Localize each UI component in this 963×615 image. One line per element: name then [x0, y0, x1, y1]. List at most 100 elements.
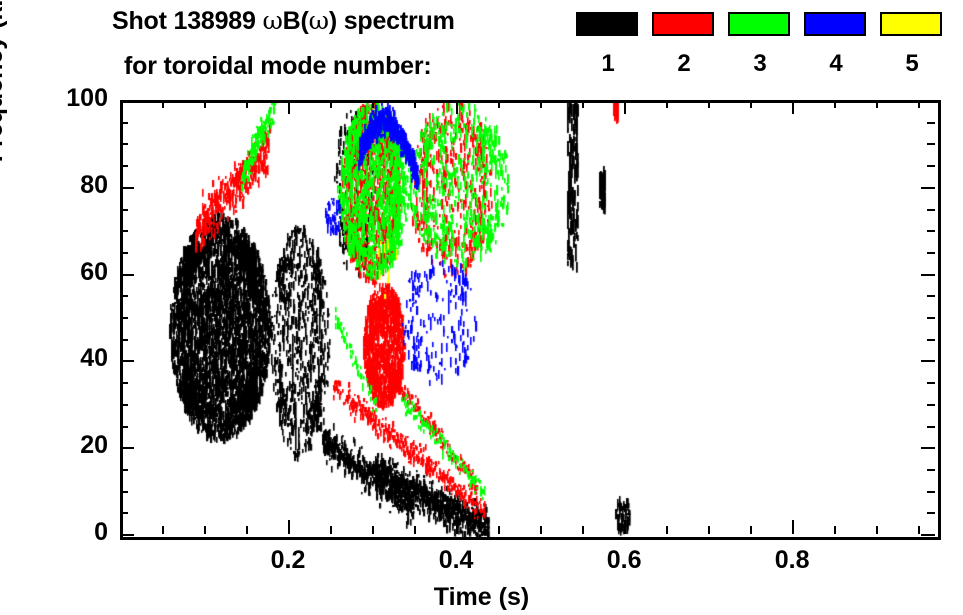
y-major-tick-0	[120, 534, 134, 536]
x-minor-tick-0.10	[204, 526, 207, 534]
x-top-tick-0.90	[876, 100, 879, 108]
y-right-tick-15	[927, 468, 935, 471]
y-right-tick-35	[927, 382, 935, 385]
legend-item-5: 5	[880, 12, 944, 76]
legend-label-5: 5	[905, 50, 919, 77]
title-suffix: ) spectrum	[328, 7, 455, 35]
y-right-tick-40	[921, 360, 935, 363]
x-top-tick-0.60	[624, 100, 627, 114]
x-top-tick-0.75	[750, 100, 753, 108]
y-minor-tick-25	[120, 425, 128, 428]
y-axis-label: Frequency (kHz)	[0, 0, 8, 163]
x-top-tick-0.40	[456, 100, 459, 114]
x-top-tick-0.65	[666, 100, 669, 108]
plot-frame	[120, 100, 941, 540]
y-right-tick-55	[927, 295, 935, 298]
x-minor-tick-0.70	[708, 526, 711, 534]
y-major-tick-40	[120, 360, 134, 363]
x-major-tick-0.40	[456, 520, 459, 534]
y-minor-tick-50	[120, 317, 128, 319]
y-tick-label-60: 60	[80, 257, 108, 286]
y-minor-tick-45	[120, 338, 128, 341]
legend-label-3: 3	[753, 50, 767, 77]
x-minor-tick-0.85	[834, 526, 837, 534]
x-top-tick-0.95	[918, 100, 921, 108]
y-right-tick-75	[927, 208, 935, 211]
y-minor-tick-35	[120, 382, 128, 385]
x-minor-tick-0.00	[120, 526, 122, 534]
figure-header: Shot 138989 ωB(ω) spectrum for toroidal …	[0, 0, 963, 96]
legend-swatch-red	[652, 12, 714, 36]
legend-swatch-blue	[804, 12, 866, 36]
x-major-tick-0.20	[288, 520, 291, 534]
y-major-tick-60	[120, 273, 134, 276]
y-right-tick-85	[927, 165, 935, 168]
y-minor-tick-70	[120, 230, 128, 233]
spectrogram-canvas	[123, 103, 938, 537]
y-tick-label-0: 0	[94, 518, 108, 546]
y-tick-label-100: 100	[66, 84, 108, 112]
y-minor-tick-65	[120, 251, 128, 254]
x-top-tick-0.20	[288, 100, 291, 114]
x-top-tick-0.45	[498, 100, 501, 108]
title-mid: B(	[282, 7, 309, 35]
legend-label-1: 1	[601, 50, 615, 77]
legend-item-2: 2	[652, 12, 716, 76]
y-right-tick-65	[927, 251, 935, 254]
x-top-tick-0.70	[708, 100, 711, 108]
y-right-tick-90	[927, 143, 935, 146]
legend-item-4: 4	[804, 12, 868, 76]
y-minor-tick-85	[120, 165, 128, 168]
figure-title-line-2: for toroidal mode number:	[124, 52, 432, 80]
x-minor-tick-0.05	[162, 526, 164, 534]
y-right-tick-80	[921, 186, 935, 189]
x-top-tick-0.10	[204, 100, 207, 108]
y-tick-label-80: 80	[80, 170, 108, 199]
x-minor-tick-0.35	[414, 526, 417, 534]
legend-label-2: 2	[677, 50, 691, 77]
legend-label-4: 4	[829, 50, 843, 77]
y-minor-tick-95	[120, 121, 128, 124]
legend-swatch-green	[728, 12, 790, 36]
y-major-tick-20	[120, 447, 134, 450]
x-minor-tick-0.75	[750, 526, 753, 534]
x-minor-tick-0.65	[666, 526, 669, 534]
x-minor-tick-0.30	[372, 526, 375, 534]
y-right-tick-5	[927, 512, 935, 515]
x-top-tick-0.80	[792, 100, 795, 114]
x-minor-tick-0.45	[498, 526, 501, 534]
y-right-tick-45	[927, 338, 935, 341]
x-minor-tick-0.90	[876, 526, 879, 534]
y-right-tick-50	[927, 317, 935, 319]
x-top-tick-0.55	[582, 100, 585, 108]
x-major-tick-0.60	[624, 520, 627, 534]
x-top-tick-0.00	[120, 100, 122, 108]
x-minor-tick-0.15	[246, 526, 249, 534]
x-top-tick-0.25	[330, 100, 333, 108]
legend-item-3: 3	[728, 12, 792, 76]
x-top-tick-0.35	[414, 100, 417, 108]
x-tick-label-0.2: 0.2	[270, 546, 306, 574]
y-major-tick-80	[120, 186, 134, 189]
y-right-tick-25	[927, 425, 935, 428]
x-major-tick-0.80	[792, 520, 795, 534]
figure-title-line-1: Shot 138989 ωB(ω) spectrum	[112, 6, 455, 36]
y-right-tick-95	[927, 121, 935, 124]
y-tick-label-40: 40	[80, 344, 108, 373]
x-minor-tick-0.25	[330, 526, 333, 534]
y-right-tick-60	[921, 273, 935, 276]
omega-symbol-1: ω	[262, 6, 283, 35]
x-tick-label-0.4: 0.4	[438, 546, 474, 574]
x-minor-tick-0.50	[540, 526, 543, 534]
omega-symbol-2: ω	[308, 6, 329, 35]
x-minor-tick-0.55	[582, 526, 585, 534]
y-right-tick-70	[927, 230, 935, 233]
y-tick-label-20: 20	[80, 431, 108, 460]
y-right-tick-100	[921, 100, 935, 102]
title-prefix: Shot 138989	[112, 7, 263, 35]
x-axis-label: Time (s)	[433, 583, 530, 611]
y-major-tick-100	[120, 100, 134, 102]
x-tick-label-0.8: 0.8	[774, 546, 810, 574]
x-tick-label-0.6: 0.6	[606, 546, 642, 574]
